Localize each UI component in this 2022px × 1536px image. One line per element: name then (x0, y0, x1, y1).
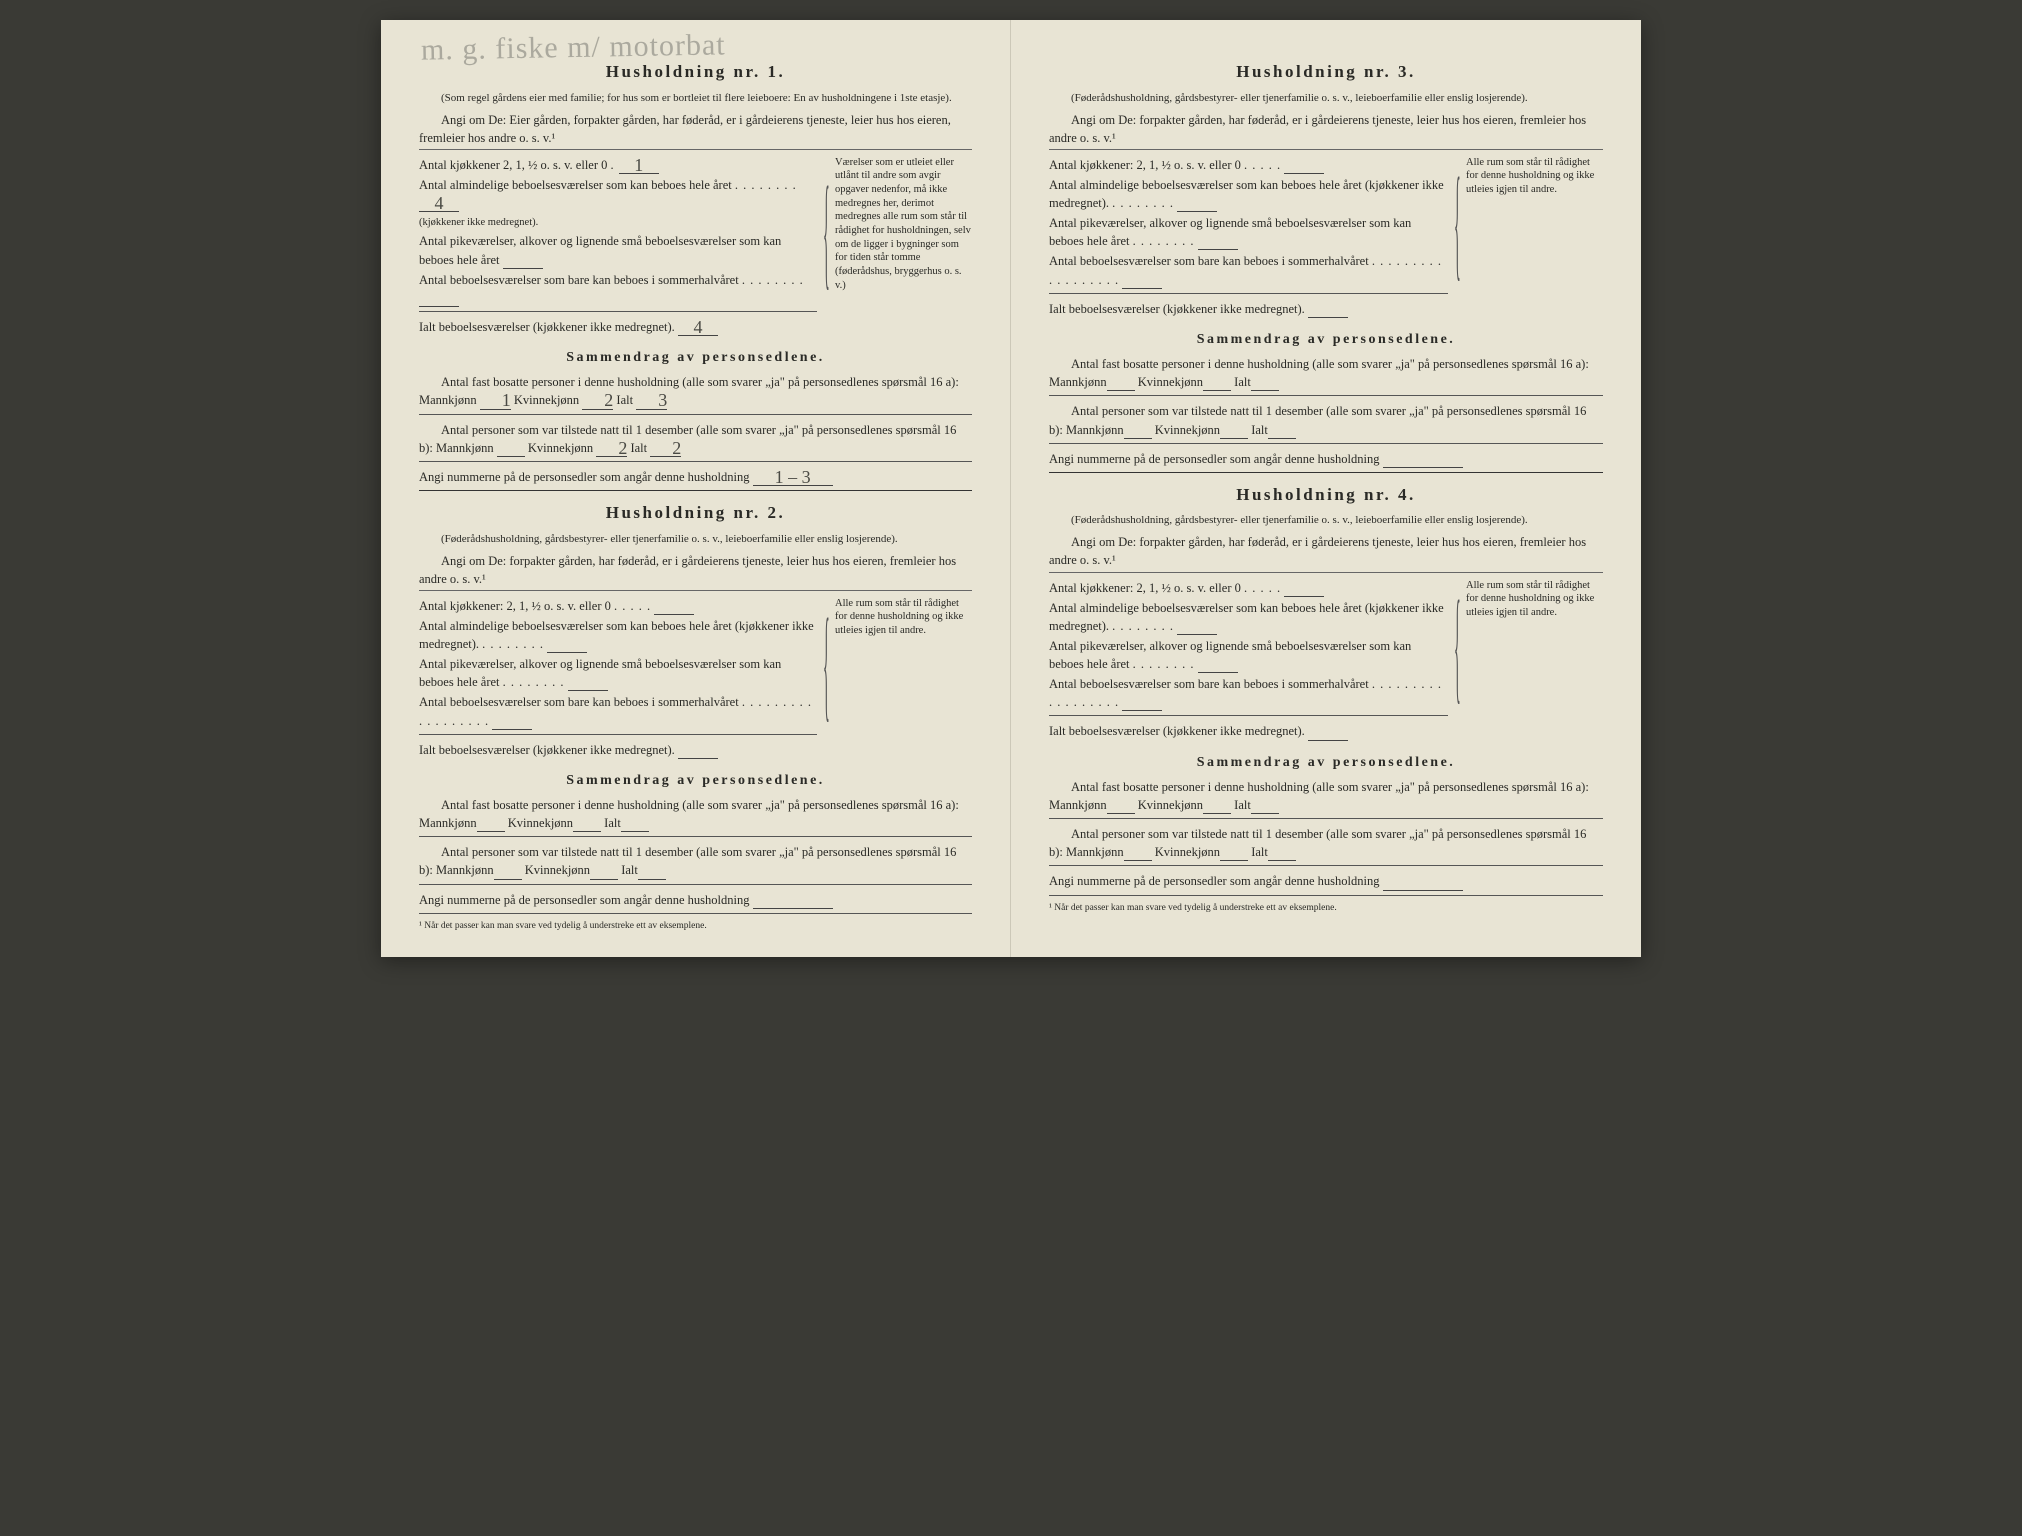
h1-summer-row: Antal beboelsesværelser som bare kan beb… (419, 271, 817, 307)
h2-summer-row: Antal beboelsesværelser som bare kan beb… (419, 693, 817, 729)
h4-nummer-row: Angi nummerne på de personsedler som ang… (1049, 872, 1603, 890)
h1-rooms-block: Antal kjøkkener 2, 1, ½ o. s. v. eller 0… (419, 156, 972, 338)
handwriting-annotation: m. g. fiske m/ motorbat (421, 23, 726, 72)
h1-kitchens-row: Antal kjøkkener 2, 1, ½ o. s. v. eller 0… (419, 156, 817, 174)
h2-instr: Angi om De: forpakter gården, har føderå… (419, 552, 972, 591)
h2-tilstede-row: Antal personer som var tilstede natt til… (419, 843, 972, 879)
h1-side-note: Værelser som er utleiet eller utlånt til… (827, 156, 972, 338)
h2-rooms-left: Antal kjøkkener: 2, 1, ½ o. s. v. eller … (419, 597, 817, 761)
h2-side-note: Alle rum som står til rådighet for denne… (827, 597, 972, 761)
h1-ordinary-note: (kjøkkener ikke medregnet). (419, 217, 538, 228)
h1-kitchens-value: 1 (619, 157, 659, 174)
h3-tilstede-row: Antal personer som var tilstede natt til… (1049, 402, 1603, 438)
h4-rooms-left: Antal kjøkkener: 2, 1, ½ o. s. v. eller … (1049, 579, 1448, 743)
h2-nummer-row: Angi nummerne på de personsedler som ang… (419, 891, 972, 909)
h2-small-row: Antal pikeværelser, alkover og lignende … (419, 655, 817, 691)
h3-side-note: Alle rum som står til rådighet for denne… (1458, 156, 1603, 320)
h2-total-row: Ialt beboelsesværelser (kjøkkener ikke m… (419, 741, 817, 759)
h1-small-label: Antal pikeværelser, alkover og lignende … (419, 234, 781, 266)
h1-kvinne-value: 2 (582, 392, 613, 409)
h2-fast-row: Antal fast bosatte personer i denne hush… (419, 796, 972, 832)
h1-summary-title: Sammendrag av personsedlene. (419, 348, 972, 368)
h1-t-ialt-value: 2 (650, 440, 681, 457)
h4-instr: Angi om De: forpakter gården, har føderå… (1049, 533, 1603, 572)
h1-total-value: 4 (678, 319, 718, 336)
h1-instr: Angi om De: Eier gården, forpakter gårde… (419, 111, 972, 150)
h3-sub: (Føderådshusholdning, gårdsbestyrer- ell… (1049, 91, 1603, 107)
h1-summer-label: Antal beboelsesværelser som bare kan beb… (419, 273, 739, 287)
h1-tilstede-row: Antal personer som var tilstede natt til… (419, 421, 972, 457)
document-spread: m. g. fiske m/ motorbat Husholdning nr. … (381, 20, 1641, 957)
h2-title: Husholdning nr. 2. (419, 501, 972, 526)
h1-ordinary-label: Antal almindelige beboelsesværelser som … (419, 178, 732, 192)
h3-fast-row: Antal fast bosatte personer i denne hush… (1049, 355, 1603, 391)
page-left: m. g. fiske m/ motorbat Husholdning nr. … (381, 20, 1011, 957)
h3-rooms-block: Antal kjøkkener: 2, 1, ½ o. s. v. eller … (1049, 156, 1603, 320)
h1-kitchens-label: Antal kjøkkener 2, 1, ½ o. s. v. eller 0 (419, 158, 607, 172)
h3-rooms-left: Antal kjøkkener: 2, 1, ½ o. s. v. eller … (1049, 156, 1448, 320)
h4-sub: (Føderådshusholdning, gårdsbestyrer- ell… (1049, 513, 1603, 529)
h1-mann-value: 1 (480, 392, 511, 409)
h1-fast-label: Antal fast bosatte personer i denne hush… (419, 373, 972, 409)
h4-fast-row: Antal fast bosatte personer i denne hush… (1049, 778, 1603, 814)
h1-ordinary-row: Antal almindelige beboelsesværelser som … (419, 176, 817, 230)
h4-summary-title: Sammendrag av personsedlene. (1049, 753, 1603, 773)
h4-rooms-block: Antal kjøkkener: 2, 1, ½ o. s. v. eller … (1049, 579, 1603, 743)
h2-summary-title: Sammendrag av personsedlene. (419, 771, 972, 791)
h1-small-row: Antal pikeværelser, alkover og lignende … (419, 232, 817, 268)
h1-summer-value (419, 306, 459, 307)
h1-nummer-row: Angi nummerne på de personsedler som ang… (419, 468, 972, 486)
h4-side-note: Alle rum som står til rådighet for denne… (1458, 579, 1603, 743)
h3-summary-title: Sammendrag av personsedlene. (1049, 330, 1603, 350)
h2-ordinary-row: Antal almindelige beboelsesværelser som … (419, 617, 817, 653)
h2-rooms-block: Antal kjøkkener: 2, 1, ½ o. s. v. eller … (419, 597, 972, 761)
h1-rooms-left: Antal kjøkkener 2, 1, ½ o. s. v. eller 0… (419, 156, 817, 338)
h2-kitchens-row: Antal kjøkkener: 2, 1, ½ o. s. v. eller … (419, 597, 817, 615)
h1-t-kvinne-value: 2 (596, 440, 627, 457)
h1-ialt-value: 3 (636, 392, 667, 409)
h1-ordinary-value: 4 (419, 195, 459, 212)
h2-sub: (Føderådshusholdning, gårdsbestyrer- ell… (419, 532, 972, 548)
h1-small-value (503, 268, 543, 269)
h1-nummer-value: 1 – 3 (753, 469, 833, 486)
page-right: Husholdning nr. 3. (Føderådshusholdning,… (1011, 20, 1641, 957)
h1-total-row: Ialt beboelsesværelser (kjøkkener ikke m… (419, 318, 817, 336)
h1-sub: (Som regel gårdens eier med familie; for… (419, 91, 972, 107)
h4-title: Husholdning nr. 4. (1049, 483, 1603, 508)
h3-nummer-row: Angi nummerne på de personsedler som ang… (1049, 450, 1603, 468)
h3-title: Husholdning nr. 3. (1049, 60, 1603, 85)
h1-t-mann-value (497, 456, 525, 457)
h4-tilstede-row: Antal personer som var tilstede natt til… (1049, 825, 1603, 861)
footnote-right: ¹ Når det passer kan man svare ved tydel… (1049, 902, 1603, 916)
h3-instr: Angi om De: forpakter gården, har føderå… (1049, 111, 1603, 150)
h1-total-label: Ialt beboelsesværelser (kjøkkener ikke m… (419, 320, 675, 334)
footnote-left: ¹ Når det passer kan man svare ved tydel… (419, 920, 972, 934)
